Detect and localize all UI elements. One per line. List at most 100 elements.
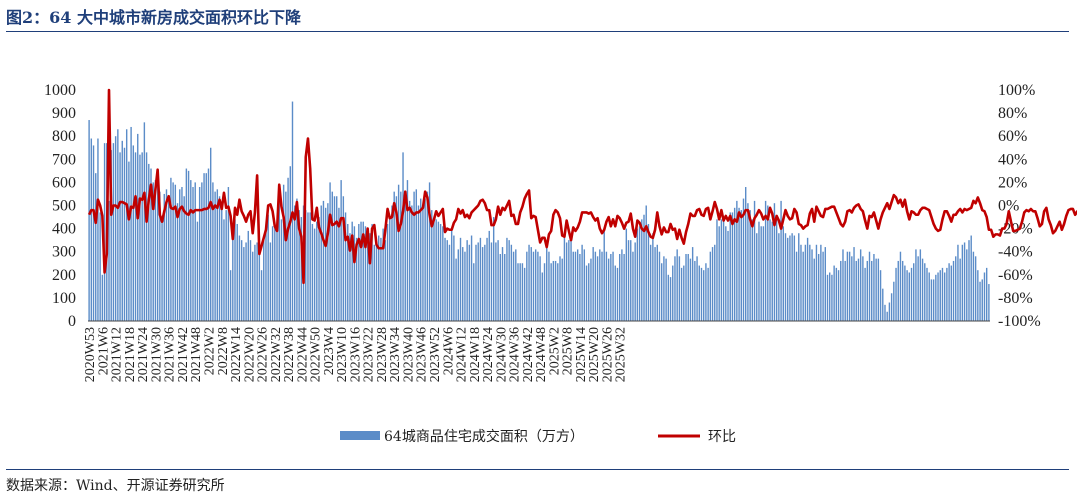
bar-mark	[742, 198, 745, 321]
bar-mark	[643, 214, 645, 321]
bar-mark	[826, 274, 829, 321]
bar-mark	[596, 256, 599, 321]
bar-mark	[497, 240, 499, 321]
bar-mark	[296, 198, 298, 321]
x-tick-label: 2022W50	[309, 327, 324, 382]
bar-mark	[935, 274, 937, 321]
bar-mark	[924, 263, 926, 321]
bar-mark	[789, 235, 791, 321]
bar-mark	[331, 191, 333, 321]
bar-mark	[747, 203, 749, 321]
bar-mark	[119, 152, 121, 321]
x-tick-label: 2023W10	[335, 327, 350, 382]
bar-mark	[139, 154, 141, 321]
bar-mark	[475, 244, 477, 321]
x-tick-label: 2021W42	[176, 327, 191, 382]
bar-mark	[309, 212, 311, 321]
bar-mark	[703, 270, 705, 321]
bar-mark	[521, 263, 524, 321]
x-tick-label: 2022W38	[282, 327, 297, 382]
bar-mark	[848, 251, 851, 321]
bar-mark	[921, 258, 924, 321]
bar-mark	[382, 228, 384, 321]
bar-mark	[718, 226, 720, 321]
y-right-tick-label: 0%	[998, 198, 1019, 215]
y-left-tick-label: 1000	[44, 82, 76, 99]
bar-mark	[842, 249, 844, 321]
bar-mark	[787, 237, 789, 321]
bar-mark	[298, 210, 300, 321]
bar-mark	[207, 168, 210, 321]
x-tick-label: 2021W24	[136, 327, 151, 382]
bar-mark	[983, 272, 986, 321]
bar-mark	[406, 180, 409, 321]
bar-mark	[966, 249, 968, 321]
bar-mark	[793, 235, 796, 321]
y-left-tick-label: 300	[52, 244, 76, 261]
bar-mark	[338, 207, 340, 321]
legend-swatch-bar	[340, 431, 380, 440]
bar-mark	[926, 267, 928, 321]
y-right-tick-label: 80%	[998, 105, 1027, 122]
bar-mark	[161, 219, 163, 321]
bar-mark	[462, 247, 464, 321]
bar-mark	[868, 251, 871, 321]
x-tick-label: 2024W6	[441, 327, 456, 375]
bar-mark	[329, 182, 331, 321]
bar-mark	[711, 247, 714, 321]
bar-mark	[879, 270, 882, 321]
bar-mark	[92, 145, 95, 321]
bar-mark	[413, 191, 415, 321]
bar-mark	[523, 267, 526, 321]
bar-mark	[720, 219, 723, 321]
bar-mark	[532, 251, 535, 321]
bar-mark	[435, 219, 437, 321]
bar-mark	[939, 270, 941, 321]
y-left-tick-label: 100	[52, 290, 76, 307]
bar-mark	[583, 249, 586, 321]
x-tick-label: 2024W36	[508, 327, 523, 382]
bar-mark	[709, 251, 712, 321]
bar-mark	[864, 267, 866, 321]
bar-mark	[815, 244, 818, 321]
bar-mark	[634, 242, 636, 321]
bar-mark	[243, 247, 245, 321]
bar-mark	[831, 274, 833, 321]
bar-mark	[771, 221, 773, 321]
bar-mark	[380, 237, 382, 321]
bar-mark	[977, 270, 979, 321]
bar-mark	[753, 200, 756, 321]
bar-mark	[99, 212, 101, 321]
bar-mark	[437, 221, 440, 321]
bar-mark	[97, 138, 99, 321]
bar-mark	[716, 219, 718, 321]
x-tick-label: 2024W48	[534, 327, 549, 382]
x-tick-label: 2023W28	[375, 327, 390, 382]
bar-mark	[103, 143, 106, 321]
bar-mark	[572, 251, 574, 321]
bar-mark	[689, 258, 692, 321]
bar-mark	[943, 272, 946, 321]
x-tick-label: 2023W16	[348, 327, 363, 382]
bar-mark	[364, 226, 367, 321]
bar-mark	[318, 217, 320, 321]
bar-mark	[327, 203, 329, 321]
bar-mark	[694, 260, 696, 321]
bar-mark	[632, 251, 634, 321]
bar-mark	[647, 223, 650, 321]
bar-mark	[145, 152, 148, 321]
bar-mark	[95, 173, 97, 321]
bar-mark	[417, 205, 420, 321]
title-rule	[6, 31, 1069, 32]
bar-mark	[930, 279, 933, 321]
y-left-tick-label: 900	[52, 105, 76, 122]
bar-mark	[229, 270, 232, 321]
bar-mark	[232, 233, 234, 321]
bar-mark	[813, 258, 815, 321]
bar-mark	[767, 205, 769, 321]
bar-mark	[557, 263, 559, 321]
bar-mark	[477, 242, 479, 321]
bar-mark	[88, 120, 90, 321]
bar-mark	[258, 237, 261, 321]
x-tick-label: 2021W48	[189, 327, 204, 382]
